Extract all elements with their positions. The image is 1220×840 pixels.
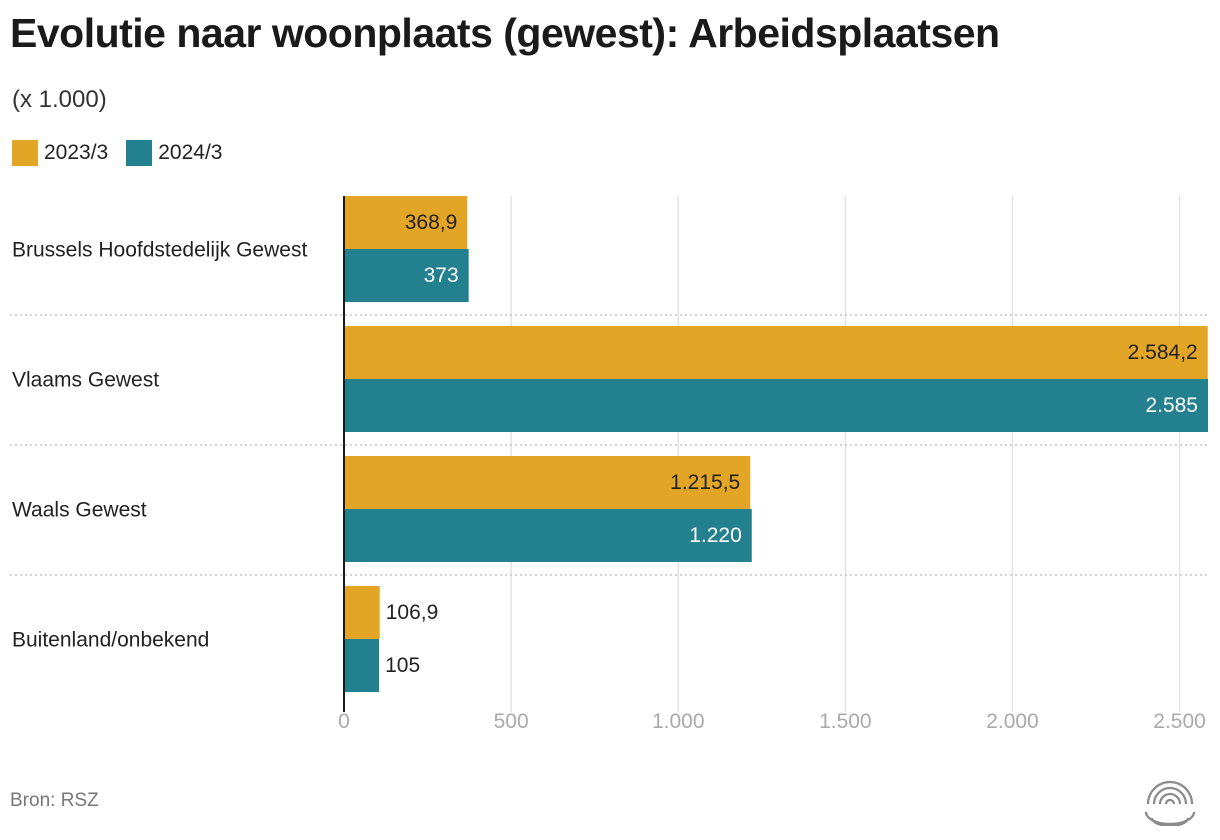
category-label: Brussels Hoofdstedelijk Gewest xyxy=(12,239,307,262)
bar xyxy=(344,249,469,302)
tick-label: 2.500 xyxy=(1153,710,1206,733)
bar xyxy=(344,196,468,249)
category-label: Waals Gewest xyxy=(12,499,147,522)
data-label: 1.220 xyxy=(689,524,742,547)
legend-swatch-2023 xyxy=(12,140,38,166)
category-label: Vlaams Gewest xyxy=(12,369,159,392)
chart-title: Evolutie naar woonplaats (gewest): Arbei… xyxy=(10,10,1000,56)
bar xyxy=(344,639,380,692)
bar xyxy=(344,326,1208,379)
legend-label-2023: 2023/3 xyxy=(44,141,109,164)
tick-label: 2.000 xyxy=(986,710,1039,733)
bar xyxy=(344,509,752,562)
data-label: 1.215,5 xyxy=(670,471,740,494)
chart-subtitle: (x 1.000) xyxy=(12,86,107,113)
bar xyxy=(344,379,1208,432)
data-label: 373 xyxy=(424,264,459,287)
legend-item-2023: 2023/3 xyxy=(12,140,108,166)
source-note: Bron: RSZ xyxy=(10,790,99,811)
tick-label: 1.500 xyxy=(819,710,872,733)
data-label: 2.584,2 xyxy=(1128,341,1198,364)
legend-swatch-2024 xyxy=(126,140,153,166)
data-label: 106,9 xyxy=(386,601,439,624)
category-label: Buitenland/onbekend xyxy=(12,629,209,652)
legend: 2023/3 2024/3 xyxy=(12,140,240,166)
bar xyxy=(344,586,380,639)
data-label: 2.585 xyxy=(1145,394,1198,417)
publisher-logo-icon xyxy=(1144,780,1196,826)
tick-label: 0 xyxy=(338,710,350,733)
data-label: 368,9 xyxy=(405,211,458,234)
legend-item-2024: 2024/3 xyxy=(126,140,222,166)
tick-label: 1.000 xyxy=(652,710,705,733)
legend-label-2024: 2024/3 xyxy=(158,141,223,164)
bar xyxy=(344,456,751,509)
tick-label: 500 xyxy=(494,710,529,733)
data-label: 105 xyxy=(385,654,420,677)
